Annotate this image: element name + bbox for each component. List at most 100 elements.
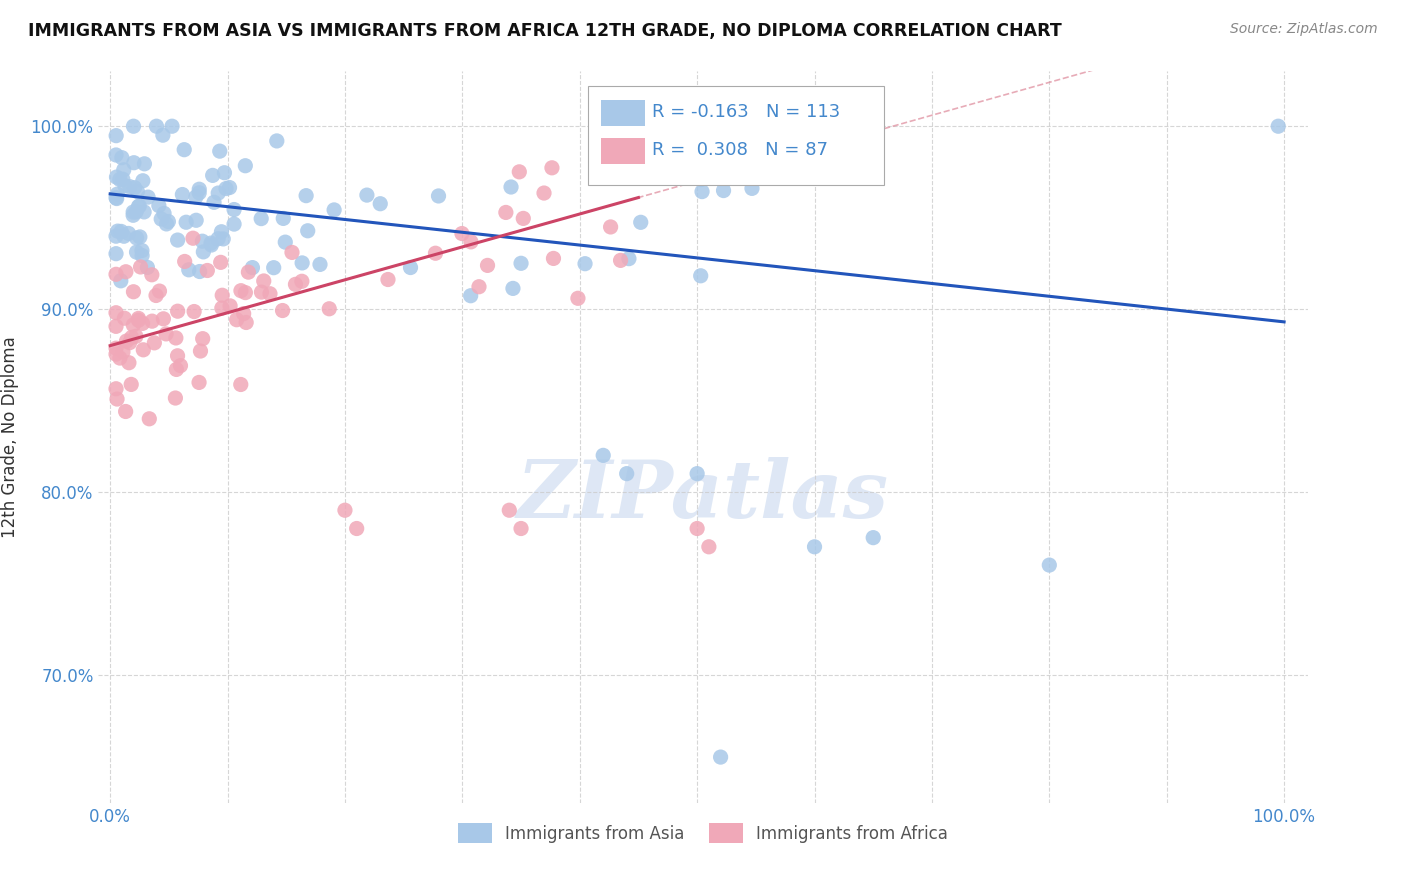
Point [425, 246, 447, 260]
Point [148, 284, 170, 298]
Point [291, 274, 314, 288]
Point [616, 467, 638, 481]
Point [235, 316, 257, 330]
Point [131, 248, 153, 262]
Point [689, 268, 711, 283]
Point [274, 235, 297, 249]
Point [592, 448, 614, 462]
Point [118, 335, 141, 350]
Point [222, 202, 245, 217]
Point [184, 190, 207, 204]
Point [499, 180, 522, 194]
Point [110, 224, 132, 238]
Point [115, 334, 138, 348]
Point [153, 206, 176, 220]
Point [323, 202, 346, 217]
Point [115, 265, 138, 279]
Point [108, 172, 131, 186]
Point [460, 289, 482, 303]
Point [191, 234, 214, 248]
Point [155, 217, 177, 231]
Point [609, 253, 631, 268]
Point [105, 170, 128, 185]
Point [136, 190, 159, 204]
Point [368, 196, 391, 211]
Point [508, 165, 530, 179]
Point [281, 245, 304, 260]
Point [510, 521, 533, 535]
Point [105, 382, 128, 396]
Point [124, 180, 146, 194]
Point [460, 235, 482, 249]
Point [155, 326, 177, 341]
Point [250, 211, 273, 226]
Point [160, 119, 183, 133]
Point [112, 162, 135, 177]
Point [208, 144, 231, 158]
Point [136, 260, 159, 275]
Point [188, 376, 211, 390]
Point [105, 341, 128, 355]
Point [211, 301, 233, 315]
Point [232, 307, 254, 321]
Point [111, 151, 134, 165]
Point [105, 192, 128, 206]
Point [165, 331, 187, 345]
Point [122, 285, 145, 299]
Point [150, 212, 173, 227]
Point [862, 531, 884, 545]
Point [143, 335, 166, 350]
Point [127, 311, 149, 326]
Point [166, 304, 188, 318]
Point [427, 189, 450, 203]
Point [229, 284, 252, 298]
Point [238, 265, 260, 279]
Point [172, 187, 194, 202]
Point [617, 252, 640, 266]
Point [188, 186, 211, 200]
Point [686, 467, 709, 481]
Point [132, 205, 155, 219]
Point [202, 195, 225, 210]
Point [112, 311, 135, 326]
Point [318, 301, 340, 316]
Point [122, 119, 145, 133]
Point [174, 215, 197, 229]
Point [297, 224, 319, 238]
Point [377, 272, 399, 286]
Point [118, 356, 141, 370]
Point [356, 188, 378, 202]
FancyBboxPatch shape [602, 100, 645, 127]
Point [710, 750, 733, 764]
Point [225, 312, 247, 326]
Point [271, 303, 294, 318]
Point [141, 268, 163, 282]
Point [259, 286, 281, 301]
Point [173, 143, 195, 157]
Point [128, 199, 150, 213]
Point [191, 332, 214, 346]
Point [125, 231, 148, 245]
Point [201, 169, 224, 183]
Point [1038, 558, 1060, 573]
Point [138, 411, 160, 425]
Point [512, 211, 534, 226]
Point [110, 274, 132, 288]
Text: Source: ZipAtlas.com: Source: ZipAtlas.com [1230, 22, 1378, 37]
Point [209, 255, 232, 269]
Point [105, 148, 128, 162]
Point [533, 186, 555, 200]
Point [233, 159, 256, 173]
FancyBboxPatch shape [588, 86, 884, 185]
Point [686, 521, 709, 535]
Point [105, 268, 128, 282]
Point [215, 181, 238, 195]
Point [630, 215, 652, 229]
Point [152, 128, 174, 143]
Point [105, 187, 128, 202]
Point [108, 351, 131, 365]
Point [451, 227, 474, 241]
Point [141, 314, 163, 328]
Point [131, 244, 153, 258]
Point [190, 344, 212, 359]
